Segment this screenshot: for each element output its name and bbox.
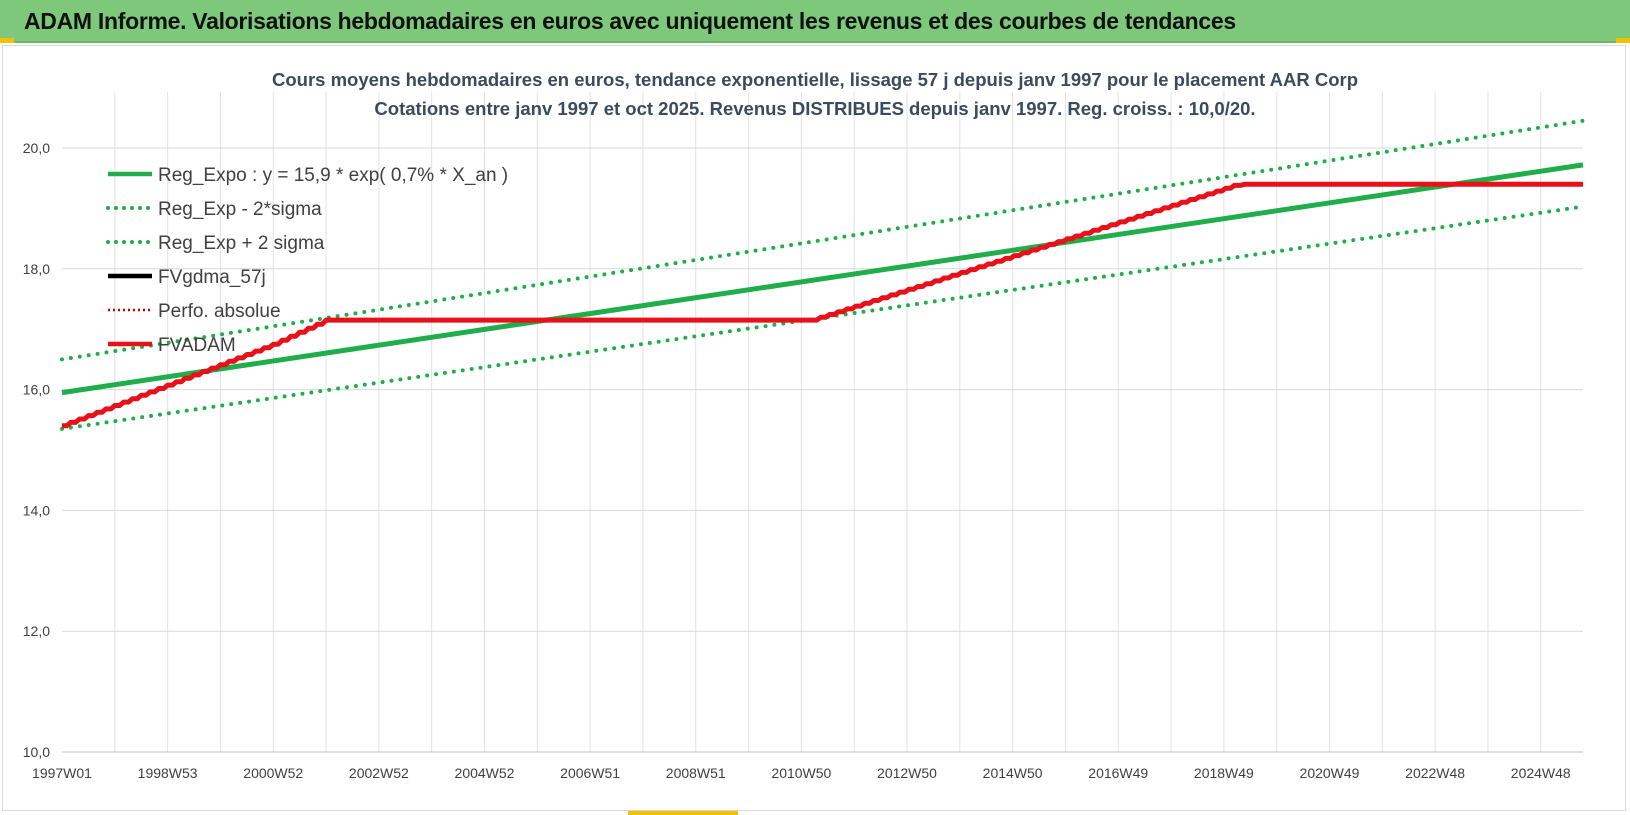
x-tick-label: 2002W52	[349, 765, 409, 781]
report-title: ADAM Informe. Valorisations hebdomadaire…	[24, 8, 1236, 34]
x-tick-label: 2012W50	[877, 765, 937, 781]
legend-label: FVADAM	[158, 335, 236, 356]
y-tick-label: 16,0	[23, 382, 50, 398]
x-tick-label: 2006W51	[560, 765, 620, 781]
corner-accent-bottom-mid	[628, 811, 738, 815]
y-tick-label: 14,0	[23, 502, 50, 518]
x-tick-label: 2000W52	[243, 765, 303, 781]
series-line-regression	[61, 162, 1584, 396]
chart-title-group: Cours moyens hebdomadaires en euros, ten…	[272, 69, 1358, 119]
chart-title-line: Cotations entre janv 1997 et oct 2025. R…	[374, 98, 1255, 119]
x-tick-label: 1998W53	[138, 765, 198, 781]
y-tick-label: 12,0	[23, 623, 50, 639]
series-layer	[60, 118, 1585, 431]
report-banner: ADAM Informe. Valorisations hebdomadaire…	[0, 0, 1630, 43]
y-tick-label: 10,0	[23, 744, 50, 760]
x-tick-label: 2018W49	[1194, 765, 1254, 781]
legend-label: Reg_Exp + 2 sigma	[158, 233, 325, 254]
series-line-fvadam	[62, 181, 1583, 429]
axis-layer: 10,0 12,0 14,0 16,0 18,0 20,0 1997W01 1998W53 20…	[23, 140, 1583, 781]
legend-label: Perfo. absolue	[158, 301, 281, 322]
x-tick-label: 2008W51	[666, 765, 726, 781]
x-tick-label: 2014W50	[983, 765, 1043, 781]
x-tick-label: 1997W01	[32, 765, 92, 781]
corner-accent-top-right	[1616, 38, 1630, 43]
legend-label: Reg_Exp - 2*sigma	[158, 199, 322, 220]
x-tick-label: 2004W52	[455, 765, 515, 781]
chart-frame	[2, 45, 1626, 811]
legend-label: FVgdma_57j	[158, 267, 266, 288]
y-tick-label: 18,0	[23, 261, 50, 277]
legend-label: Reg_Expo : y = 15,9 * exp( 0,7% * X_an )	[158, 165, 508, 186]
x-tick-label: 2010W50	[771, 765, 831, 781]
corner-accent-top-left	[0, 38, 14, 43]
x-tick-label: 2016W49	[1088, 765, 1148, 781]
x-tick-label: 2020W49	[1300, 765, 1360, 781]
y-tick-label: 20,0	[23, 140, 50, 156]
grid-layer	[62, 92, 1583, 753]
x-tick-label: 2024W48	[1511, 765, 1571, 781]
chart-title-line: Cours moyens hebdomadaires en euros, ten…	[272, 69, 1358, 90]
legend: Reg_Expo : y = 15,9 * exp( 0,7% * X_an )…	[106, 165, 508, 356]
x-tick-label: 2022W48	[1405, 765, 1465, 781]
